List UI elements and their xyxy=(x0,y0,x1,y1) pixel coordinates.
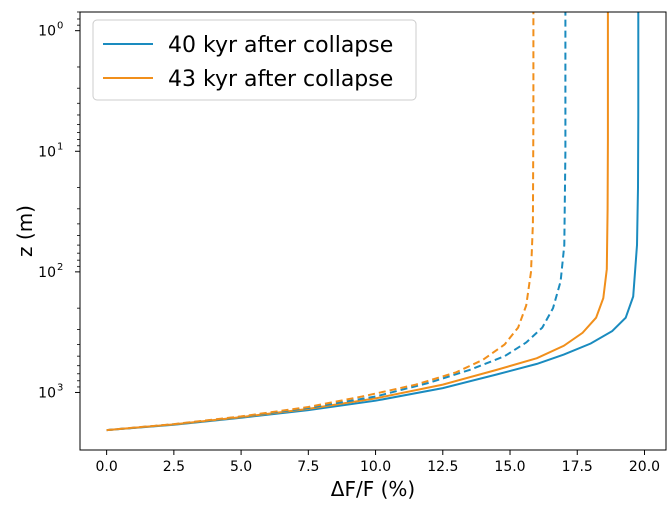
plot-frame xyxy=(79,11,667,451)
legend: 40 kyr after collapse 43 kyr after collap… xyxy=(92,19,417,101)
x-axis: 0.0 2.5 5.0 7.5 10.0 12.5 15.0 17.5 20.0 xyxy=(95,450,660,475)
series-layer xyxy=(106,12,640,432)
x-tick-label: 10.0 xyxy=(360,459,391,475)
y-tick-label: 10 xyxy=(38,385,56,401)
y-tick-label: 10 xyxy=(38,144,56,160)
y-tick-label: 10 xyxy=(38,265,56,281)
y-tick-exponent: 1 xyxy=(57,141,63,152)
x-tick-label: 2.5 xyxy=(163,459,185,475)
y-tick-exponent: 0 xyxy=(57,21,63,32)
x-tick-label: 7.5 xyxy=(297,459,319,475)
x-tick-label: 15.0 xyxy=(494,459,525,475)
x-tick-label: 0.0 xyxy=(95,459,117,475)
y-axis-label: z (m) xyxy=(13,205,37,257)
x-tick-label: 5.0 xyxy=(230,459,252,475)
y-tick-label: 10 xyxy=(38,24,56,40)
x-axis-label: ΔF/F (%) xyxy=(331,477,415,501)
x-tick-label: 12.5 xyxy=(427,459,458,475)
x-tick-label: 20.0 xyxy=(629,459,660,475)
y-tick-exponent: 3 xyxy=(57,382,63,393)
y-tick-exponent: 2 xyxy=(57,262,63,273)
legend-label: 43 kyr after collapse xyxy=(168,67,393,92)
series-line-4-dashed xyxy=(106,12,535,432)
legend-box xyxy=(92,19,417,101)
legend-label: 40 kyr after collapse xyxy=(168,33,393,58)
x-tick-label: 17.5 xyxy=(562,459,593,475)
